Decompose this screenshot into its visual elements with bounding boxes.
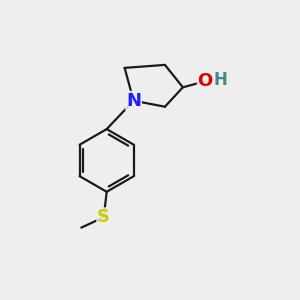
Text: O: O	[198, 72, 213, 90]
Text: N: N	[126, 92, 141, 110]
Text: H: H	[214, 71, 228, 89]
Text: S: S	[97, 208, 110, 226]
